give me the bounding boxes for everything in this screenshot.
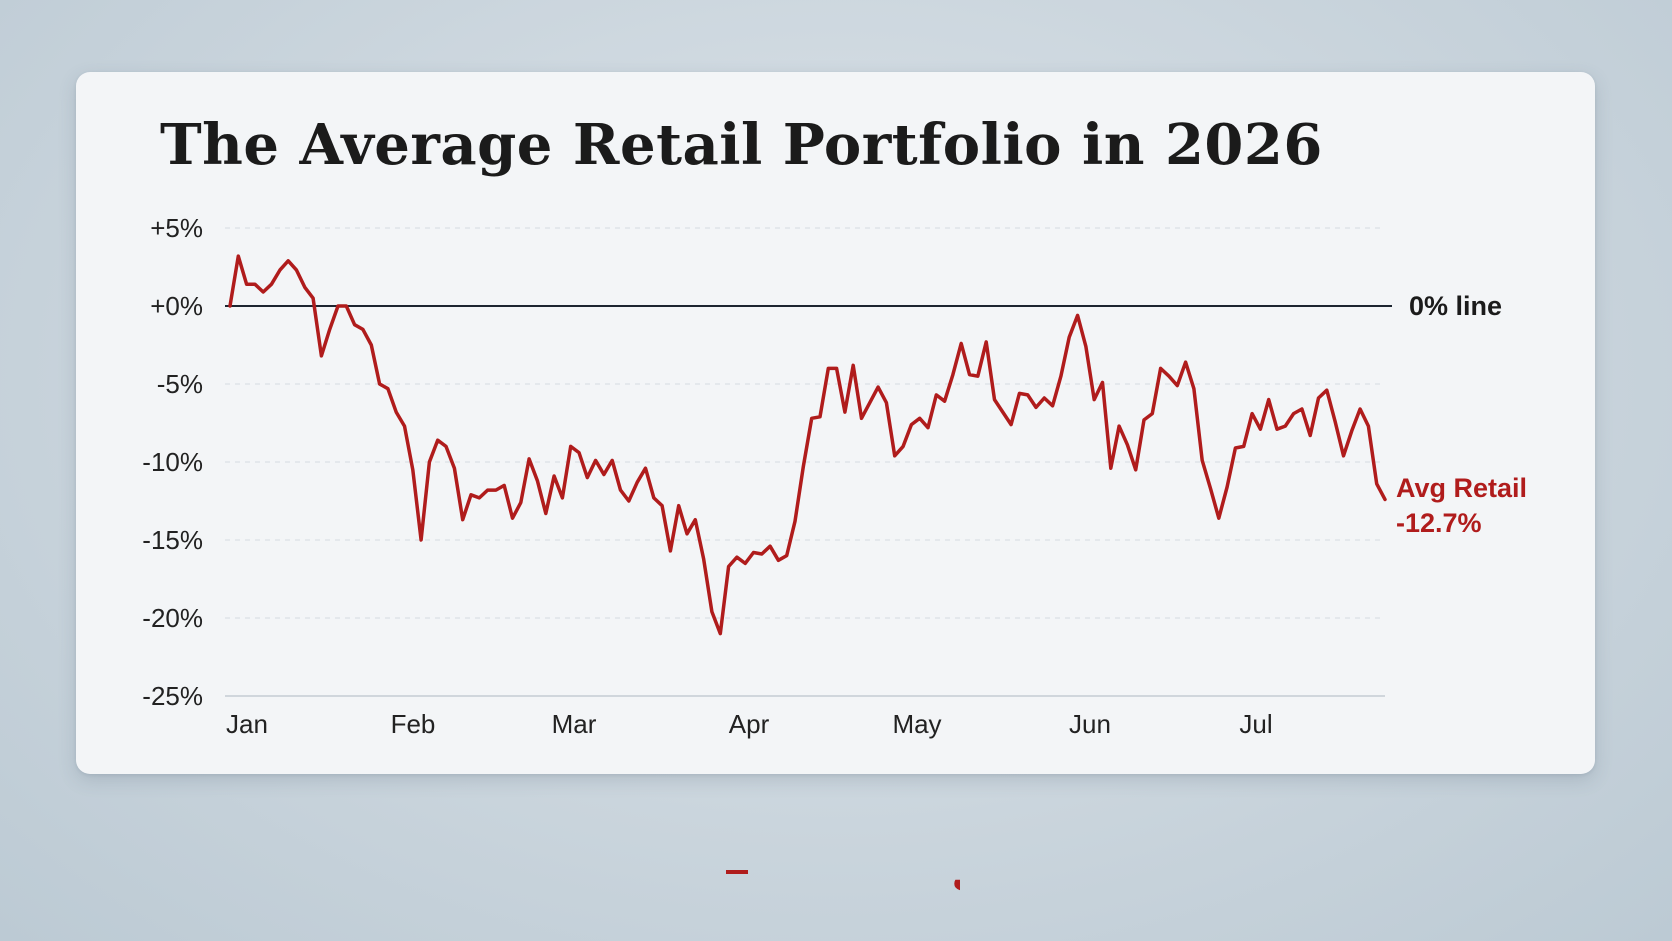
- x-tick-label: Jan: [226, 709, 268, 739]
- x-tick-label: Mar: [552, 709, 597, 739]
- end-label-value: -12.7%: [1396, 508, 1482, 538]
- end-label-name: Avg Retail: [1396, 473, 1527, 503]
- y-tick-label: +5%: [150, 213, 203, 243]
- news-city-logo: نيوز سيتي: [726, 854, 960, 895]
- x-tick-label: Apr: [729, 709, 770, 739]
- series-line-avg-retail: [228, 254, 1387, 636]
- chart-card: [76, 72, 1595, 774]
- x-tick-label: Jul: [1239, 709, 1272, 739]
- x-tick-label: May: [892, 709, 941, 739]
- logo-mark-icon: [726, 870, 748, 874]
- labels: 0% line Avg Retail -12.7%: [1396, 291, 1527, 538]
- zero-line-label: 0% line: [1409, 291, 1502, 321]
- y-tick-label: -10%: [142, 447, 203, 477]
- y-tick-label: +0%: [150, 291, 203, 321]
- logo-text: نيوز سيتي: [952, 854, 960, 895]
- y-tick-label: -20%: [142, 603, 203, 633]
- y-tick-label: -5%: [157, 369, 203, 399]
- chart-title: The Average Retail Portfolio in 2026: [160, 112, 1323, 178]
- x-tick-label: Feb: [391, 709, 436, 739]
- axes: +5% +0% -5% -10% -15% -20% -25% Jan Feb Mar Apr May…: [142, 213, 1272, 739]
- x-tick-label: Jun: [1069, 709, 1111, 739]
- y-tick-label: -25%: [142, 681, 203, 711]
- y-tick-label: -15%: [142, 525, 203, 555]
- series: [228, 254, 1387, 636]
